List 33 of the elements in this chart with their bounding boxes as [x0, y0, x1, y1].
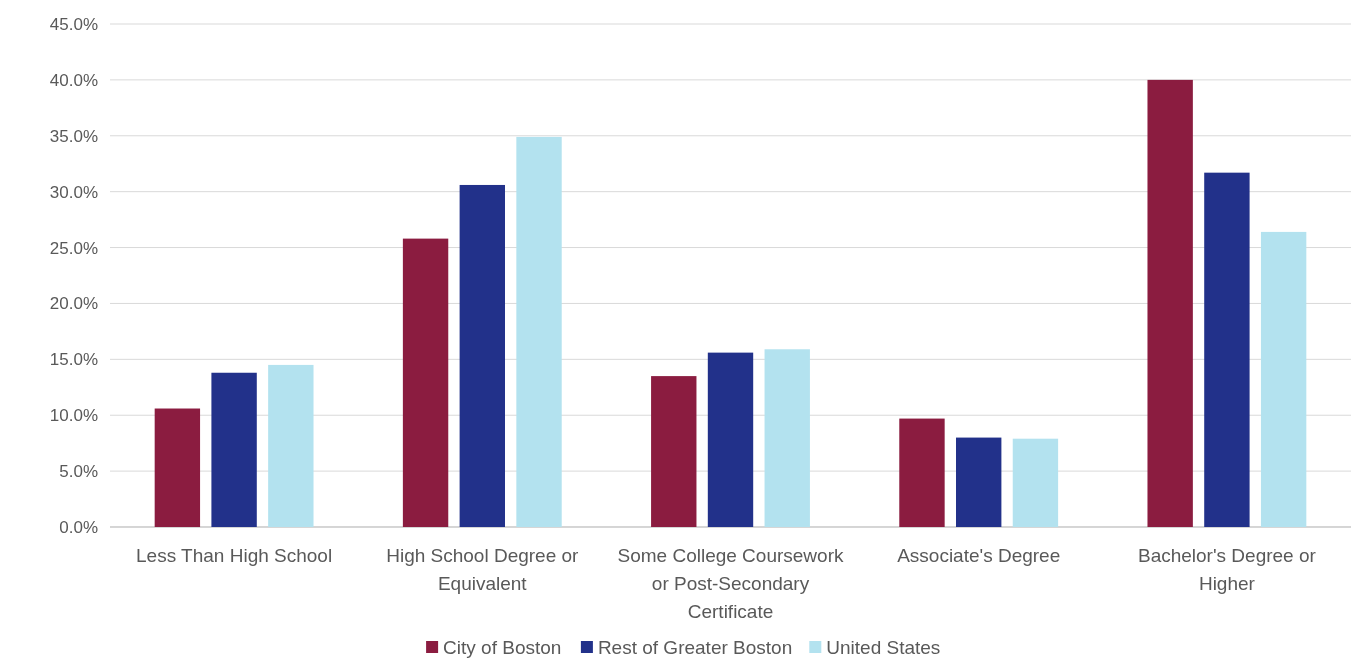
y-tick-label: 10.0%: [49, 406, 98, 426]
y-tick-label: 20.0%: [49, 294, 98, 314]
bar: [459, 184, 505, 527]
legend-label: United States: [826, 637, 941, 658]
bar: [956, 437, 1002, 527]
y-tick-label: 25.0%: [49, 238, 98, 258]
y-tick-label: 15.0%: [49, 350, 98, 370]
x-tick-label: High School Degree or Equivalent: [386, 545, 580, 594]
y-tick-label: 30.0%: [49, 182, 98, 202]
y-tick-label: 5.0%: [59, 462, 98, 482]
bar: [651, 376, 697, 527]
bar: [402, 238, 449, 527]
bar: [1260, 231, 1307, 527]
bar: [154, 408, 201, 527]
y-tick-label: 0.0%: [59, 517, 98, 537]
x-tick-label: Bachelor's Degree or Higher: [1137, 545, 1317, 594]
y-tick-label: 35.0%: [49, 126, 98, 146]
y-tick-label: 45.0%: [49, 14, 98, 34]
bar: [1204, 172, 1250, 527]
bar: [764, 349, 810, 527]
bar: [211, 372, 257, 527]
bar: [1147, 79, 1193, 527]
bar: [1012, 438, 1059, 527]
bar: [268, 364, 314, 527]
bar: [516, 136, 562, 527]
x-tick-label: Less Than High School: [136, 545, 333, 566]
bar: [899, 418, 945, 527]
y-tick-label: 40.0%: [49, 70, 98, 90]
legend-label: Rest of Greater Boston: [597, 637, 793, 658]
x-tick-label: Some College Coursework or Post-Secondary Certificate: [617, 545, 844, 622]
x-tick-label: Associate's Degree: [897, 545, 1061, 566]
legend-label: City of Boston: [443, 637, 562, 658]
bar: [707, 352, 754, 527]
